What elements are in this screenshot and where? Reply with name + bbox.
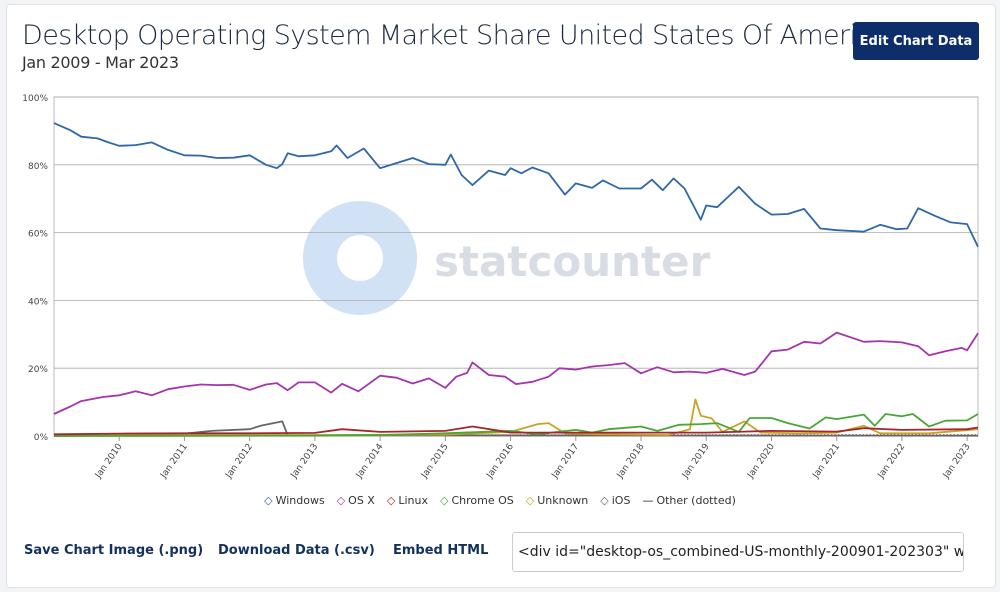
dash-marker-icon: — <box>642 494 654 507</box>
x-tick-label: Jan 2010 <box>93 442 125 481</box>
x-tick-label: Jan 2017 <box>550 442 582 481</box>
diamond-marker-icon: ◇ <box>600 494 609 507</box>
x-tick-label: Jan 2015 <box>419 442 451 481</box>
legend-label: Other (dotted) <box>656 494 736 507</box>
x-tick-label: Jan 2013 <box>289 442 321 481</box>
legend-label: Linux <box>398 494 428 507</box>
x-tick-label: Jan 2012 <box>224 442 256 481</box>
download-data-link[interactable]: Download Data (.csv) <box>218 543 375 558</box>
x-tick-label: Jan 2011 <box>158 442 190 481</box>
diamond-marker-icon: ◇ <box>264 494 273 507</box>
embed-html-label: Embed HTML <box>393 543 489 558</box>
series-line-unknown <box>54 398 979 436</box>
diamond-marker-icon: ◇ <box>439 494 449 507</box>
x-tick-label: Jan 2021 <box>811 442 843 481</box>
legend-item[interactable]: ◇ Unknown <box>526 494 589 507</box>
page-title: Desktop Operating System Market Share Un… <box>22 20 887 51</box>
legend-item[interactable]: ◇ Windows <box>264 494 325 507</box>
legend-item[interactable]: — Other (dotted) <box>642 494 735 507</box>
y-tick-label: 60% <box>28 230 48 240</box>
x-tick-label: Jan 2016 <box>485 442 517 481</box>
x-tick-label: Jan 2018 <box>615 442 647 481</box>
watermark-logo <box>303 201 417 315</box>
chart-card <box>6 4 996 588</box>
x-tick-label: Jan 2014 <box>354 442 386 481</box>
save-chart-image-link[interactable]: Save Chart Image (.png) <box>24 543 204 558</box>
date-range-subtitle: Jan 2009 - Mar 2023 <box>22 53 179 72</box>
x-tick-label: Jan 2023 <box>941 442 973 481</box>
legend-item[interactable]: ◇ Chrome OS <box>440 494 514 507</box>
series-line-os-x <box>53 331 979 415</box>
diamond-marker-icon: ◇ <box>336 494 346 507</box>
chart-legend: ◇ Windows ◇ OS X ◇ Linux ◇ Chrome OS ◇ Unknown ◇ iO… <box>0 494 1000 507</box>
legend-label: Unknown <box>537 494 589 507</box>
legend-label: iOS <box>611 494 631 507</box>
legend-label: Windows <box>275 494 325 507</box>
edit-chart-data-button[interactable]: Edit Chart Data <box>853 22 979 60</box>
y-tick-label: 40% <box>28 297 48 307</box>
x-tick-label: Jan 2022 <box>876 442 908 481</box>
y-tick-label: 20% <box>28 365 48 375</box>
statcounter-watermark: statcounter <box>303 201 711 315</box>
watermark-text: statcounter <box>434 237 711 286</box>
y-tick-label: 100% <box>22 94 48 104</box>
legend-label: Chrome OS <box>451 494 514 507</box>
x-tick-label: Jan 2019 <box>680 442 712 481</box>
y-tick-label: 80% <box>28 162 48 172</box>
legend-item[interactable]: ◇ Linux <box>387 494 428 507</box>
x-tick-label: Jan 2020 <box>745 442 777 481</box>
legend-item[interactable]: ◇ OS X <box>337 494 375 507</box>
embed-html-input[interactable] <box>512 532 964 572</box>
series-line-windows <box>53 122 979 248</box>
diamond-marker-icon: ◇ <box>525 494 535 507</box>
y-tick-label: 0% <box>34 433 49 443</box>
legend-label: OS X <box>348 494 375 507</box>
diamond-marker-icon: ◇ <box>386 494 396 507</box>
series-line-linux <box>53 425 979 436</box>
legend-item[interactable]: ◇ iOS <box>600 494 630 507</box>
